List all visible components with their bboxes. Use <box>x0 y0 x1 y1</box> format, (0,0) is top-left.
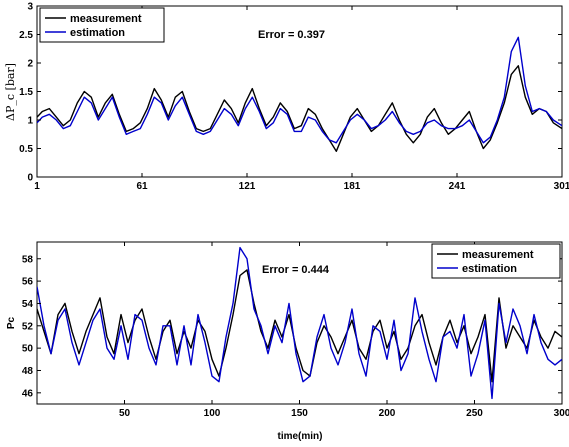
top-ticks-group: 1 61 121 181 241 301 0 0.5 1 1.5 2 2.5 3 <box>19 2 569 193</box>
bottom-x-tick-label: 200 <box>379 408 396 419</box>
top-x-tick-label: 121 <box>239 181 256 192</box>
top-x-tick-label: 61 <box>136 181 148 192</box>
top-series-measurement-line <box>37 65 562 153</box>
top-y-tick-label: 0.5 <box>19 144 33 155</box>
top-y-tick-label: 2.5 <box>19 30 33 41</box>
bottom-y-tick-label: 48 <box>22 366 34 377</box>
top-y-tick-label: 1 <box>27 116 33 127</box>
top-series-estimation-line <box>37 36 562 144</box>
top-legend-estimation-label: estimation <box>70 27 125 39</box>
bottom-ticks-group: 50 100 150 200 250 300 46 48 50 52 54 56 58 <box>22 242 569 419</box>
top-x-tick-label: 301 <box>554 181 569 192</box>
top-y-tick-label: 1.5 <box>19 87 33 98</box>
top-legend-box <box>39 7 165 43</box>
bottom-panel: 50 100 150 200 250 300 46 48 50 52 54 56 58 Pc time(… <box>6 241 569 442</box>
bottom-y-tick-label: 54 <box>22 299 34 310</box>
top-x-tick-label: 1 <box>34 181 40 192</box>
top-y-tick-label: 2 <box>27 59 33 70</box>
top-x-tick-label: 181 <box>344 181 361 192</box>
bottom-y-tick-label: 58 <box>22 254 34 265</box>
top-y-axis-label: ΔP_c [bar] <box>4 63 17 121</box>
top-series-group <box>37 36 562 153</box>
bottom-legend-measurement-label: measurement <box>462 249 534 261</box>
bottom-y-tick-label: 52 <box>22 321 34 332</box>
top-y-tick-label: 3 <box>27 2 33 13</box>
bottom-x-tick-label: 150 <box>291 408 308 419</box>
bottom-series-estimation-line <box>37 246 562 400</box>
bottom-legend: measurement estimation <box>431 243 561 279</box>
bottom-y-axis-label: Pc <box>6 316 17 329</box>
bottom-series-measurement-line <box>37 269 562 383</box>
bottom-x-tick-label: 300 <box>554 408 569 419</box>
top-error-annotation: Error = 0.397 <box>258 29 325 41</box>
bottom-x-tick-label: 250 <box>466 408 483 419</box>
top-legend-measurement-label: measurement <box>70 13 142 25</box>
bottom-x-tick-label: 100 <box>204 408 221 419</box>
bottom-x-tick-label: 50 <box>119 408 131 419</box>
top-legend: measurement estimation <box>39 7 165 43</box>
top-y-tick-label: 0 <box>27 173 33 184</box>
bottom-legend-box <box>431 243 561 279</box>
bottom-legend-estimation-label: estimation <box>462 263 517 275</box>
bottom-y-tick-label: 50 <box>22 344 34 355</box>
bottom-y-tick-label: 56 <box>22 277 34 288</box>
bottom-error-annotation: Error = 0.444 <box>262 264 330 276</box>
bottom-series-group <box>37 246 562 400</box>
bottom-y-tick-label: 46 <box>22 388 34 399</box>
bottom-x-axis-label: time(min) <box>278 431 323 442</box>
top-x-tick-label: 241 <box>449 181 466 192</box>
